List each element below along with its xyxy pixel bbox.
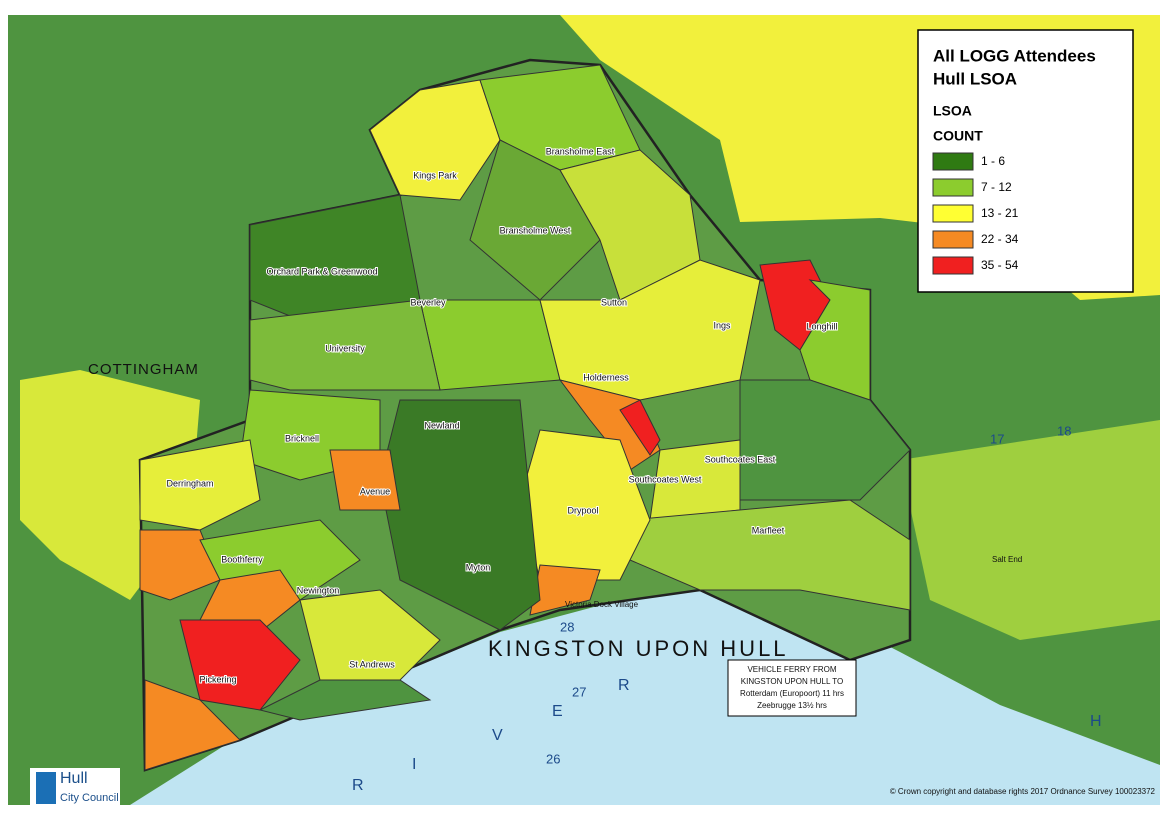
- river-label: V: [492, 727, 503, 744]
- ward-label: Boothferry: [221, 554, 263, 564]
- lsoa: [258, 679, 432, 721]
- legend-label: 1 - 6: [981, 154, 1005, 168]
- city-label: KINGSTON UPON HULL: [488, 636, 789, 661]
- river-humber: [130, 590, 1160, 805]
- grid-number: 26: [546, 751, 560, 766]
- ward-label: Orchard Park & Greenwood: [266, 266, 377, 276]
- river-label: R: [352, 777, 364, 794]
- lsoa: [419, 299, 561, 391]
- legend-label: 13 - 21: [981, 206, 1019, 220]
- ferry-text: Rotterdam (Europoort) 11 hrs: [740, 689, 844, 698]
- legend-title: All LOGG Attendees: [933, 46, 1096, 65]
- ward-label: Southcoates West: [629, 474, 702, 484]
- ward-label: Derringham: [166, 478, 213, 488]
- ward-label: Beverley: [410, 297, 446, 307]
- lsoa: [469, 139, 601, 301]
- legend-label: 7 - 12: [981, 180, 1012, 194]
- ward-label: Holderness: [583, 372, 629, 382]
- ward-label: Longhill: [806, 321, 837, 331]
- river-label: E: [552, 703, 563, 720]
- ward-label: Bricknell: [285, 433, 319, 443]
- logo-crest: [36, 772, 56, 804]
- legend-label: 22 - 34: [981, 232, 1019, 246]
- ward-label: Sutton: [601, 297, 627, 307]
- legend-title: Hull LSOA: [933, 69, 1017, 88]
- river-label: H: [1090, 713, 1102, 730]
- ferry-text: Zeebrugge 13½ hrs: [757, 701, 827, 710]
- place-label: Victoria Dock Village: [565, 600, 639, 609]
- legend-label: 35 - 54: [981, 258, 1019, 272]
- lsoa: [629, 499, 911, 611]
- lsoa: [299, 589, 441, 681]
- copyright: © Crown copyright and database rights 20…: [890, 787, 1156, 796]
- ward-label: Southcoates East: [705, 454, 776, 464]
- grid-number: 17: [990, 431, 1004, 446]
- rural-area: [900, 420, 1160, 640]
- grid-number: 18: [1057, 423, 1071, 438]
- ward-label: Pickering: [199, 674, 236, 684]
- lsoa-areas: [139, 64, 911, 771]
- lsoa: [179, 619, 301, 711]
- ward-label: Avenue: [360, 486, 390, 496]
- legend-swatch: [932, 256, 974, 275]
- river-label: R: [618, 677, 630, 694]
- lsoa: [144, 679, 241, 771]
- ferry-text: KINGSTON UPON HULL TO: [741, 677, 843, 686]
- lsoa: [139, 439, 261, 531]
- lsoa: [329, 449, 401, 511]
- grid-number: 28: [560, 619, 574, 634]
- ward-label: Bransholme East: [546, 146, 615, 156]
- ward-label: Myton: [466, 562, 491, 572]
- ward-label: Marfleet: [752, 525, 785, 535]
- ward-label: Bransholme West: [500, 225, 571, 235]
- legend-swatch: [932, 178, 974, 197]
- lsoa: [139, 529, 221, 601]
- ward-label: Ings: [713, 320, 731, 330]
- place-label: Salt End: [992, 555, 1022, 564]
- legend-swatch: [932, 230, 974, 249]
- lsoa: [619, 399, 661, 456]
- ward-label: University: [325, 343, 365, 353]
- ward-label: Newland: [424, 420, 459, 430]
- logo-sub: City Council: [60, 792, 119, 804]
- legend-swatch: [932, 152, 974, 171]
- logo-name: Hull: [60, 770, 88, 787]
- grid-number: 27: [572, 684, 586, 699]
- river-label: I: [412, 756, 416, 773]
- ferry-text: VEHICLE FERRY FROM: [747, 665, 836, 674]
- ward-label: Kings Park: [413, 170, 457, 180]
- ferry-box: [727, 659, 857, 717]
- town-label: COTTINGHAM: [88, 361, 199, 378]
- legend-field: COUNT: [933, 128, 983, 144]
- legend-swatch: [932, 204, 974, 223]
- lsoa: [249, 299, 441, 391]
- ward-label: Newington: [297, 585, 340, 595]
- ward-label: St Andrews: [349, 659, 395, 669]
- ward-label: Drypool: [567, 505, 598, 515]
- legend-layer: LSOA: [933, 103, 972, 119]
